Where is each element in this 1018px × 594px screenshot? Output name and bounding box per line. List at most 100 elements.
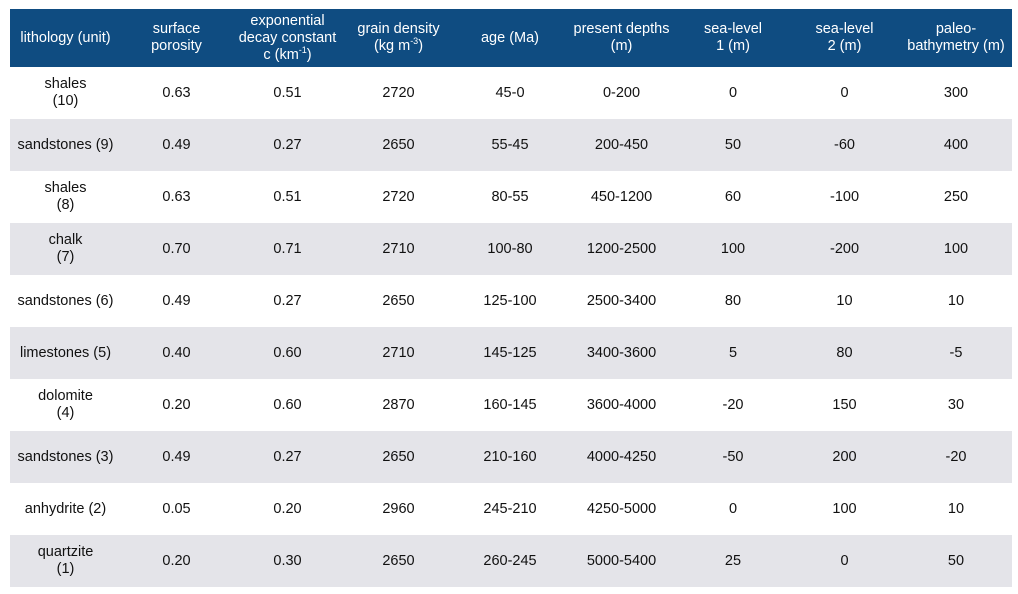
sea-level-2-cell: 0 <box>789 67 900 119</box>
decay-constant-cell: 0.27 <box>232 431 343 483</box>
sea-level-1-cell: 100 <box>677 223 789 275</box>
lithology-line: (10) <box>52 93 79 109</box>
lithology-cell: shales (10) <box>10 67 121 119</box>
decay-constant-cell: 0.30 <box>232 535 343 587</box>
lithology-line: chalk <box>48 232 83 248</box>
sea-level-2-cell: 200 <box>789 431 900 483</box>
age-cell: 145-125 <box>454 327 566 379</box>
header-lithology: lithology (unit) <box>10 9 121 67</box>
surface-porosity-cell: 0.20 <box>121 379 232 431</box>
lithology-line: shales <box>44 76 87 92</box>
header-sea-level-1: sea-level 1 (m) <box>677 9 789 67</box>
paleo-bathymetry-cell: 50 <box>900 535 1012 587</box>
grain-density-cell: 2650 <box>343 431 454 483</box>
surface-porosity-cell: 0.20 <box>121 535 232 587</box>
lithology-line: anhydrite (2) <box>24 500 107 517</box>
header-surface-porosity: surface porosity <box>121 9 232 67</box>
lithology-line: limestones (5) <box>19 344 112 361</box>
paleo-bathymetry-cell: -20 <box>900 431 1012 483</box>
age-cell: 245-210 <box>454 483 566 535</box>
decay-constant-cell: 0.51 <box>232 171 343 223</box>
sea-level-2-cell: -200 <box>789 223 900 275</box>
paleo-bathymetry-cell: 400 <box>900 119 1012 171</box>
present-depths-cell: 4250-5000 <box>566 483 677 535</box>
sea-level-2-cell: 10 <box>789 275 900 327</box>
table-row: sandstones (9) 0.49 0.27 2650 55-45 200-450 50… <box>10 119 1012 171</box>
header-grain-density: grain density (kg m-3) <box>343 9 454 67</box>
lithology-line: sandstones (6) <box>17 292 114 309</box>
lithology-line: (1) <box>56 561 75 577</box>
lithology-cell: anhydrite (2) <box>10 483 121 535</box>
lithology-cell: sandstones (6) <box>10 275 121 327</box>
decay-constant-cell: 0.20 <box>232 483 343 535</box>
age-cell: 125-100 <box>454 275 566 327</box>
table-body: shales (10) 0.63 0.51 2720 45-0 0-200 0 0 300 sand… <box>10 67 1012 587</box>
sea-level-2-cell: 0 <box>789 535 900 587</box>
grain-density-cell: 2870 <box>343 379 454 431</box>
lithology-line: shales <box>44 180 87 196</box>
surface-porosity-cell: 0.63 <box>121 171 232 223</box>
present-depths-cell: 5000-5400 <box>566 535 677 587</box>
table-row: chalk (7) 0.70 0.71 2710 100-80 1200-2500 100 -2… <box>10 223 1012 275</box>
sea-level-2-cell: 100 <box>789 483 900 535</box>
decay-constant-cell: 0.51 <box>232 67 343 119</box>
paleo-bathymetry-cell: 10 <box>900 483 1012 535</box>
lithology-table: lithology (unit) surface porosity exponen… <box>10 9 1012 587</box>
grain-density-cell: 2650 <box>343 535 454 587</box>
lithology-cell: sandstones (9) <box>10 119 121 171</box>
lithology-cell: limestones (5) <box>10 327 121 379</box>
paleo-bathymetry-cell: 10 <box>900 275 1012 327</box>
lithology-cell: sandstones (3) <box>10 431 121 483</box>
surface-porosity-cell: 0.49 <box>121 431 232 483</box>
sea-level-1-cell: 5 <box>677 327 789 379</box>
table-row: shales (8) 0.63 0.51 2720 80-55 450-1200 60 -100… <box>10 171 1012 223</box>
lithology-cell: chalk (7) <box>10 223 121 275</box>
decay-constant-cell: 0.60 <box>232 327 343 379</box>
age-cell: 210-160 <box>454 431 566 483</box>
present-depths-cell: 2500-3400 <box>566 275 677 327</box>
sea-level-2-cell: -100 <box>789 171 900 223</box>
lithology-line: sandstones (9) <box>17 136 114 153</box>
lithology-line: dolomite <box>38 388 93 404</box>
age-cell: 55-45 <box>454 119 566 171</box>
age-cell: 80-55 <box>454 171 566 223</box>
table-row: shales (10) 0.63 0.51 2720 45-0 0-200 0 0 300 <box>10 67 1012 119</box>
surface-porosity-cell: 0.40 <box>121 327 232 379</box>
age-cell: 260-245 <box>454 535 566 587</box>
sea-level-2-cell: 80 <box>789 327 900 379</box>
age-cell: 45-0 <box>454 67 566 119</box>
lithology-cell: shales (8) <box>10 171 121 223</box>
surface-porosity-cell: 0.49 <box>121 275 232 327</box>
table-row: quartzite (1) 0.20 0.30 2650 260-245 5000-5400… <box>10 535 1012 587</box>
surface-porosity-cell: 0.05 <box>121 483 232 535</box>
present-depths-cell: 3600-4000 <box>566 379 677 431</box>
age-cell: 160-145 <box>454 379 566 431</box>
surface-porosity-cell: 0.63 <box>121 67 232 119</box>
table-row: anhydrite (2) 0.05 0.20 2960 245-210 4250-500… <box>10 483 1012 535</box>
header-present-depths: present depths (m) <box>566 9 677 67</box>
grain-density-cell: 2710 <box>343 223 454 275</box>
sea-level-1-cell: 80 <box>677 275 789 327</box>
lithology-line: sandstones (3) <box>17 448 114 465</box>
grain-density-cell: 2650 <box>343 119 454 171</box>
table-row: sandstones (3) 0.49 0.27 2650 210-160 4000-42… <box>10 431 1012 483</box>
decay-constant-cell: 0.27 <box>232 119 343 171</box>
present-depths-cell: 450-1200 <box>566 171 677 223</box>
sea-level-1-cell: 25 <box>677 535 789 587</box>
header-age: age (Ma) <box>454 9 566 67</box>
paleo-bathymetry-cell: 100 <box>900 223 1012 275</box>
grain-density-cell: 2720 <box>343 171 454 223</box>
present-depths-cell: 1200-2500 <box>566 223 677 275</box>
sea-level-1-cell: 0 <box>677 483 789 535</box>
sea-level-1-cell: 50 <box>677 119 789 171</box>
decay-constant-cell: 0.71 <box>232 223 343 275</box>
present-depths-cell: 0-200 <box>566 67 677 119</box>
lithology-line: (7) <box>56 249 75 265</box>
present-depths-cell: 3400-3600 <box>566 327 677 379</box>
header-sea-level-2: sea-level 2 (m) <box>789 9 900 67</box>
header-row: lithology (unit) surface porosity exponen… <box>10 9 1012 67</box>
lithology-cell: dolomite (4) <box>10 379 121 431</box>
sea-level-1-cell: -50 <box>677 431 789 483</box>
lithology-line: (4) <box>56 405 75 421</box>
sea-level-1-cell: 60 <box>677 171 789 223</box>
